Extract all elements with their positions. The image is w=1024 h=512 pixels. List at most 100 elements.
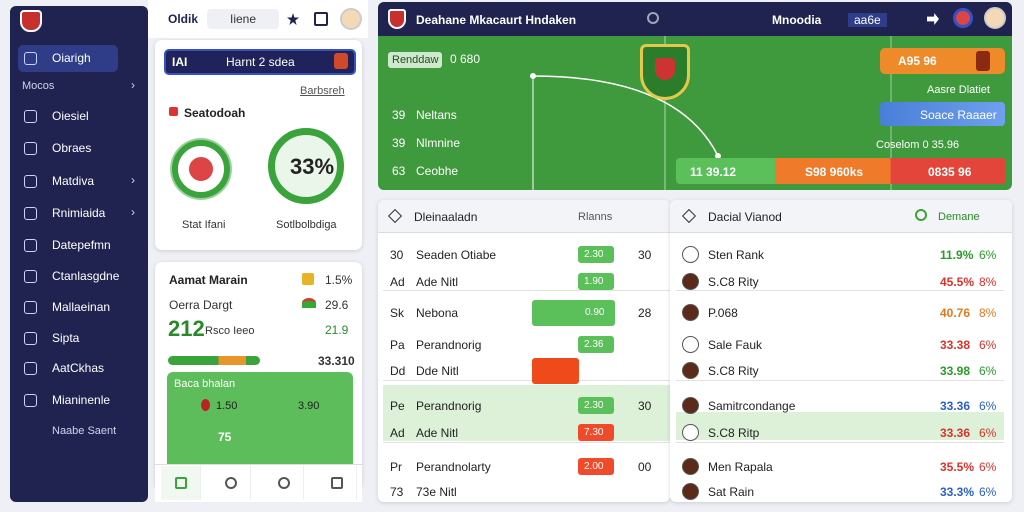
- nav-item[interactable]: Ctanlasgdne: [52, 269, 120, 283]
- divider: [676, 290, 1004, 291]
- row-small: 6%: [979, 485, 997, 499]
- row-small: 8%: [979, 275, 997, 289]
- nav-item[interactable]: Sipta: [52, 331, 80, 345]
- nav-icon: [24, 239, 37, 252]
- nav-icon: [24, 142, 37, 155]
- nav-button[interactable]: [211, 466, 251, 500]
- home-icon: [175, 477, 187, 489]
- field-title: Deahane Mkacaurt Hndaken: [416, 13, 577, 27]
- match-header: [164, 49, 356, 75]
- nav-item[interactable]: Mallaeinan: [52, 300, 111, 314]
- badge-text: 2.30: [584, 249, 604, 260]
- avatar[interactable]: [984, 7, 1006, 29]
- table-header: [670, 200, 1012, 233]
- nav-item[interactable]: Matdiva: [52, 174, 95, 188]
- icon[interactable]: [314, 12, 328, 26]
- row-icon: [682, 246, 699, 263]
- badge-text: 2.00: [584, 461, 604, 472]
- row-name: S.C8 Rity: [708, 364, 759, 378]
- bar-text: 0835 96: [928, 165, 972, 179]
- nav-icon: [24, 175, 37, 188]
- nav-item[interactable]: Mocos: [22, 80, 55, 92]
- row-icon: [682, 336, 699, 353]
- search[interactable]: [207, 9, 279, 29]
- nav-icon: [24, 301, 37, 314]
- score-button-text: Soace Raaaer: [920, 108, 997, 122]
- row-name: Neltans: [416, 108, 457, 122]
- badge: [532, 300, 615, 326]
- row-name: Sten Rank: [708, 248, 765, 262]
- nav-item[interactable]: Obraes: [52, 141, 92, 155]
- row-icon: [682, 424, 699, 441]
- row-name: Perandnorig: [416, 338, 482, 352]
- row-small: 6%: [979, 248, 997, 262]
- avatar[interactable]: [340, 8, 362, 30]
- nav-item[interactable]: Mianinenle: [52, 393, 111, 407]
- row-pct: 35.5%: [940, 460, 975, 474]
- search-icon[interactable]: [647, 12, 659, 24]
- nav-icon: [24, 362, 37, 375]
- badge: [578, 273, 614, 290]
- field-topbar: [378, 2, 1012, 36]
- ring: [268, 128, 344, 204]
- badge-text: 2.30: [584, 400, 604, 411]
- link[interactable]: Barbsreh: [300, 85, 345, 97]
- nav-button[interactable]: [161, 466, 201, 500]
- nav-button[interactable]: [264, 466, 304, 500]
- search-text: Iiene: [230, 12, 257, 26]
- logo: [20, 10, 42, 32]
- tag: Renddaw: [388, 52, 443, 68]
- row-pct: 33.38: [940, 338, 971, 352]
- table-header: [378, 200, 670, 233]
- row-num: 30: [390, 248, 404, 262]
- sidebar-footer[interactable]: Naabe Saent: [52, 425, 117, 437]
- nav-icon: [24, 270, 37, 283]
- user: Mnoodia: [772, 13, 822, 27]
- nav-item[interactable]: Oiesiel: [52, 109, 89, 123]
- right-label: Sotlbolbdiga: [276, 219, 337, 231]
- row-pct: 11.9%: [940, 248, 974, 262]
- nav-icon: [24, 52, 37, 65]
- user-tag: aa6e: [848, 13, 887, 27]
- row-name: Perandnolarty: [416, 460, 491, 474]
- row-name: Perandnorig: [416, 399, 482, 413]
- chat-icon: [278, 477, 290, 489]
- row-name: Men Rapala: [708, 460, 773, 474]
- logo: [388, 9, 406, 29]
- row-pct: 40.76: [940, 306, 971, 320]
- nav-item[interactable]: AatCkhas: [52, 361, 105, 375]
- nav-icon: [24, 332, 37, 345]
- nav-button[interactable]: [317, 466, 357, 500]
- row-name: Ceobhe: [416, 164, 459, 178]
- row-value: 00: [638, 460, 652, 474]
- stats-big-value: 21.9: [325, 323, 349, 337]
- nav-item[interactable]: Oiarigh: [52, 51, 91, 65]
- row-small: 6%: [979, 364, 997, 378]
- divider: [676, 442, 1004, 443]
- row-icon: [682, 397, 699, 414]
- nav-item[interactable]: Rnimiaida: [52, 206, 106, 220]
- row-pct: 33.36: [940, 399, 971, 413]
- row-pct: 33.36: [940, 426, 971, 440]
- badge-text: 7.30: [584, 427, 604, 438]
- row-small: 6%: [979, 338, 997, 352]
- table-title: Dleinaaladn: [414, 210, 478, 224]
- box-bottom: 75: [218, 430, 232, 444]
- nav-item[interactable]: Datepefmn: [52, 238, 111, 252]
- row-num: Dd: [390, 364, 406, 378]
- divider: [676, 380, 1004, 381]
- stats-title: Aamat Marain: [169, 273, 248, 287]
- row-num: 39: [392, 108, 406, 122]
- search-icon: [225, 477, 237, 489]
- row-icon: [682, 458, 699, 475]
- icon[interactable]: [953, 8, 973, 28]
- table-action[interactable]: Demane: [938, 211, 980, 223]
- score-button[interactable]: [880, 102, 1005, 126]
- active-item[interactable]: [18, 45, 118, 72]
- score-note: Coselom 0 35.96: [876, 139, 960, 151]
- match-title: Harnt 2 sdea: [226, 55, 295, 69]
- row-num: Ad: [390, 426, 405, 440]
- box-left: 1.50: [216, 400, 238, 412]
- stats-big-label: Rsco Ieeo: [205, 325, 255, 337]
